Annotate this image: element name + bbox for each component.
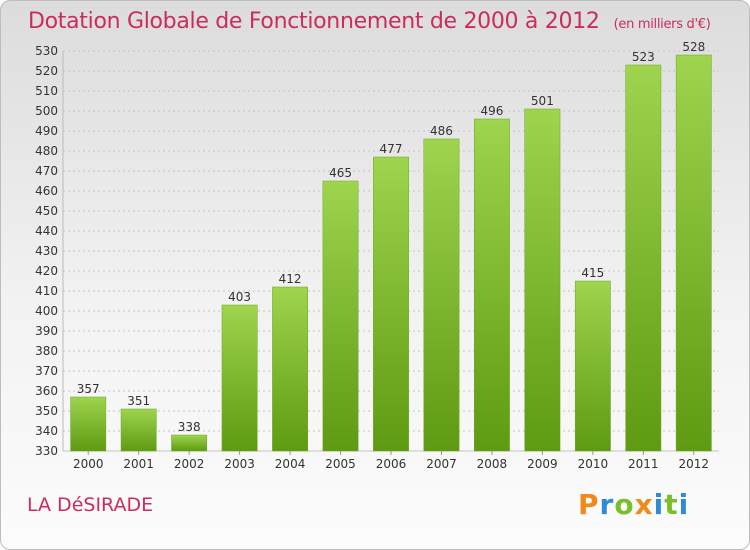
y-tick-label: 330 — [35, 444, 58, 458]
y-tick-label: 480 — [35, 144, 58, 158]
x-tick-label: 2012 — [678, 457, 709, 471]
logo-letter: t — [664, 488, 679, 521]
x-tick-label: 2001 — [123, 457, 154, 471]
y-tick-label: 500 — [35, 104, 58, 118]
y-tick-label: 360 — [35, 384, 58, 398]
data-label: 415 — [581, 266, 604, 280]
bar — [524, 108, 561, 452]
y-tick-label: 340 — [35, 424, 58, 438]
bar — [423, 138, 460, 452]
commune-name: LA DéSIRADE — [27, 494, 154, 516]
data-label: 523 — [632, 50, 655, 64]
x-tick-label: 2004 — [275, 457, 306, 471]
bar — [171, 434, 208, 452]
y-tick-label: 380 — [35, 344, 58, 358]
y-tick-label: 410 — [35, 284, 58, 298]
x-tick-label: 2002 — [174, 457, 205, 471]
bar — [322, 180, 359, 452]
x-tick-label: 2009 — [527, 457, 558, 471]
data-label: 486 — [430, 124, 453, 138]
data-label: 496 — [480, 104, 503, 118]
logo-letter: x — [634, 488, 654, 521]
bar — [373, 156, 409, 452]
logo-letter: o — [614, 488, 635, 521]
data-label: 403 — [228, 290, 251, 304]
y-tick-label: 490 — [35, 124, 58, 138]
x-tick-label: 2010 — [578, 457, 609, 471]
y-tick-label: 460 — [35, 184, 58, 198]
bar — [272, 286, 308, 452]
y-tick-label: 430 — [35, 244, 58, 258]
bar — [625, 64, 662, 452]
x-tick-label: 2011 — [628, 457, 659, 471]
y-tick-label: 350 — [35, 404, 58, 418]
x-tick-label: 2003 — [224, 457, 255, 471]
y-tick-label: 450 — [35, 204, 58, 218]
y-tick-label: 520 — [35, 64, 58, 78]
logo-letter: i — [678, 488, 690, 521]
bar — [574, 280, 611, 452]
y-tick-label: 400 — [35, 304, 58, 318]
data-label: 465 — [329, 166, 352, 180]
logo-letter: i — [653, 488, 665, 521]
bar — [70, 396, 107, 452]
data-label: 412 — [279, 272, 302, 286]
data-label: 351 — [127, 394, 150, 408]
bar — [474, 118, 510, 452]
y-tick-label: 510 — [35, 84, 58, 98]
bar — [675, 54, 712, 452]
unit-label: (en milliers d'€) — [613, 17, 711, 32]
y-tick-label: 440 — [35, 224, 58, 238]
data-label: 528 — [682, 40, 705, 54]
y-tick-label: 530 — [35, 44, 58, 58]
data-label: 501 — [531, 94, 554, 108]
proxiti-logo[interactable]: Proxiti — [578, 488, 689, 521]
y-tick-label: 420 — [35, 264, 58, 278]
data-label: 338 — [178, 420, 201, 434]
chart-title: Dotation Globale de Fonctionnement de 20… — [28, 9, 711, 34]
x-tick-label: 2008 — [477, 457, 508, 471]
x-tick-label: 2006 — [376, 457, 407, 471]
y-tick-label: 370 — [35, 364, 58, 378]
bar — [120, 408, 157, 452]
x-tick-label: 2005 — [325, 457, 356, 471]
y-tick-label: 470 — [35, 164, 58, 178]
x-tick-label: 2000 — [73, 457, 104, 471]
x-tick-label: 2007 — [426, 457, 457, 471]
logo-letter: r — [599, 488, 615, 521]
logo-letter: P — [578, 488, 600, 521]
y-tick-label: 390 — [35, 324, 58, 338]
data-label: 357 — [77, 382, 100, 396]
bar — [221, 304, 258, 452]
data-label: 477 — [380, 142, 403, 156]
